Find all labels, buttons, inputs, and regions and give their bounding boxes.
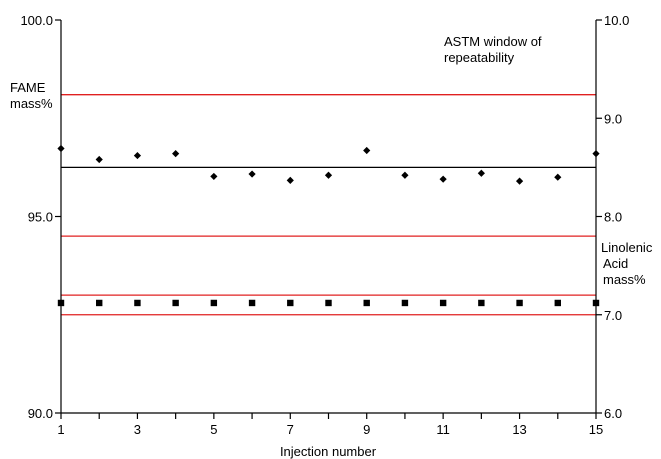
right-axis-title-line-3: mass% — [603, 272, 646, 287]
linolenic-point — [287, 299, 294, 307]
right-y-tick-label: 7.0 — [604, 308, 622, 323]
linolenic-point — [592, 299, 600, 307]
linolenic-point — [516, 299, 523, 307]
left-y-tick-label: 95.0 — [28, 210, 53, 225]
fame-point — [133, 151, 142, 160]
linolenic-point — [363, 299, 370, 307]
x-tick-label: 9 — [363, 422, 370, 437]
fame-point — [554, 173, 562, 181]
annotation-line-1: ASTM window of — [444, 34, 542, 49]
left-axis-title-line-2: mass% — [10, 96, 53, 111]
x-tick-label: 1 — [57, 422, 64, 437]
fame-point — [592, 150, 600, 158]
fame-point — [248, 170, 256, 178]
right-axis-title: Linolenic Acid mass% — [601, 240, 653, 287]
x-axis-title: Injection number — [280, 444, 377, 459]
fame-point — [57, 144, 65, 153]
annotation-line-2: repeatability — [444, 50, 515, 65]
left-axis-title: FAME mass% — [10, 80, 53, 111]
linolenic-point — [57, 299, 65, 307]
linolenic-point — [96, 299, 103, 307]
fame-point — [363, 146, 371, 155]
x-tick-label: 11 — [436, 422, 450, 437]
fame-point — [324, 171, 333, 179]
x-tick-label: 7 — [287, 422, 294, 437]
fame-point — [172, 150, 180, 158]
right-y-tick-label: 9.0 — [604, 111, 622, 126]
fame-point — [515, 177, 524, 185]
x-tick-label: 13 — [512, 422, 526, 437]
fame-point — [286, 176, 294, 184]
right-y-tick-label: 8.0 — [604, 210, 622, 225]
fame-point — [210, 172, 218, 181]
fame-point — [401, 171, 409, 179]
linolenic-point — [134, 299, 141, 307]
fame-point — [439, 175, 447, 183]
x-tick-label: 15 — [589, 422, 603, 437]
linolenic-point — [554, 299, 561, 307]
right-y-tick-label: 10.0 — [604, 13, 629, 28]
right-axis-title-line-1: Linolenic — [601, 240, 653, 255]
left-y-tick-label: 100.0 — [20, 13, 53, 28]
annotation: ASTM window of repeatability — [444, 34, 542, 65]
linolenic-point — [401, 299, 409, 307]
left-axis-title-line-1: FAME — [10, 80, 46, 95]
fame-point — [95, 155, 103, 164]
fame-point — [477, 169, 485, 177]
left-y-tick-label: 90.0 — [28, 406, 53, 421]
linolenic-point — [210, 299, 218, 307]
right-axis-title-line-2: Acid — [603, 256, 628, 271]
data-marks — [57, 144, 600, 307]
linolenic-point — [172, 299, 179, 307]
x-tick-label: 5 — [210, 422, 217, 437]
linolenic-point — [439, 299, 447, 307]
axes — [60, 20, 597, 414]
linolenic-point — [478, 299, 485, 307]
right-y-tick-label: 6.0 — [604, 406, 622, 421]
linolenic-point — [248, 299, 256, 307]
x-tick-label: 3 — [134, 422, 141, 437]
reference-lines — [61, 94, 596, 316]
linolenic-point — [325, 299, 332, 307]
